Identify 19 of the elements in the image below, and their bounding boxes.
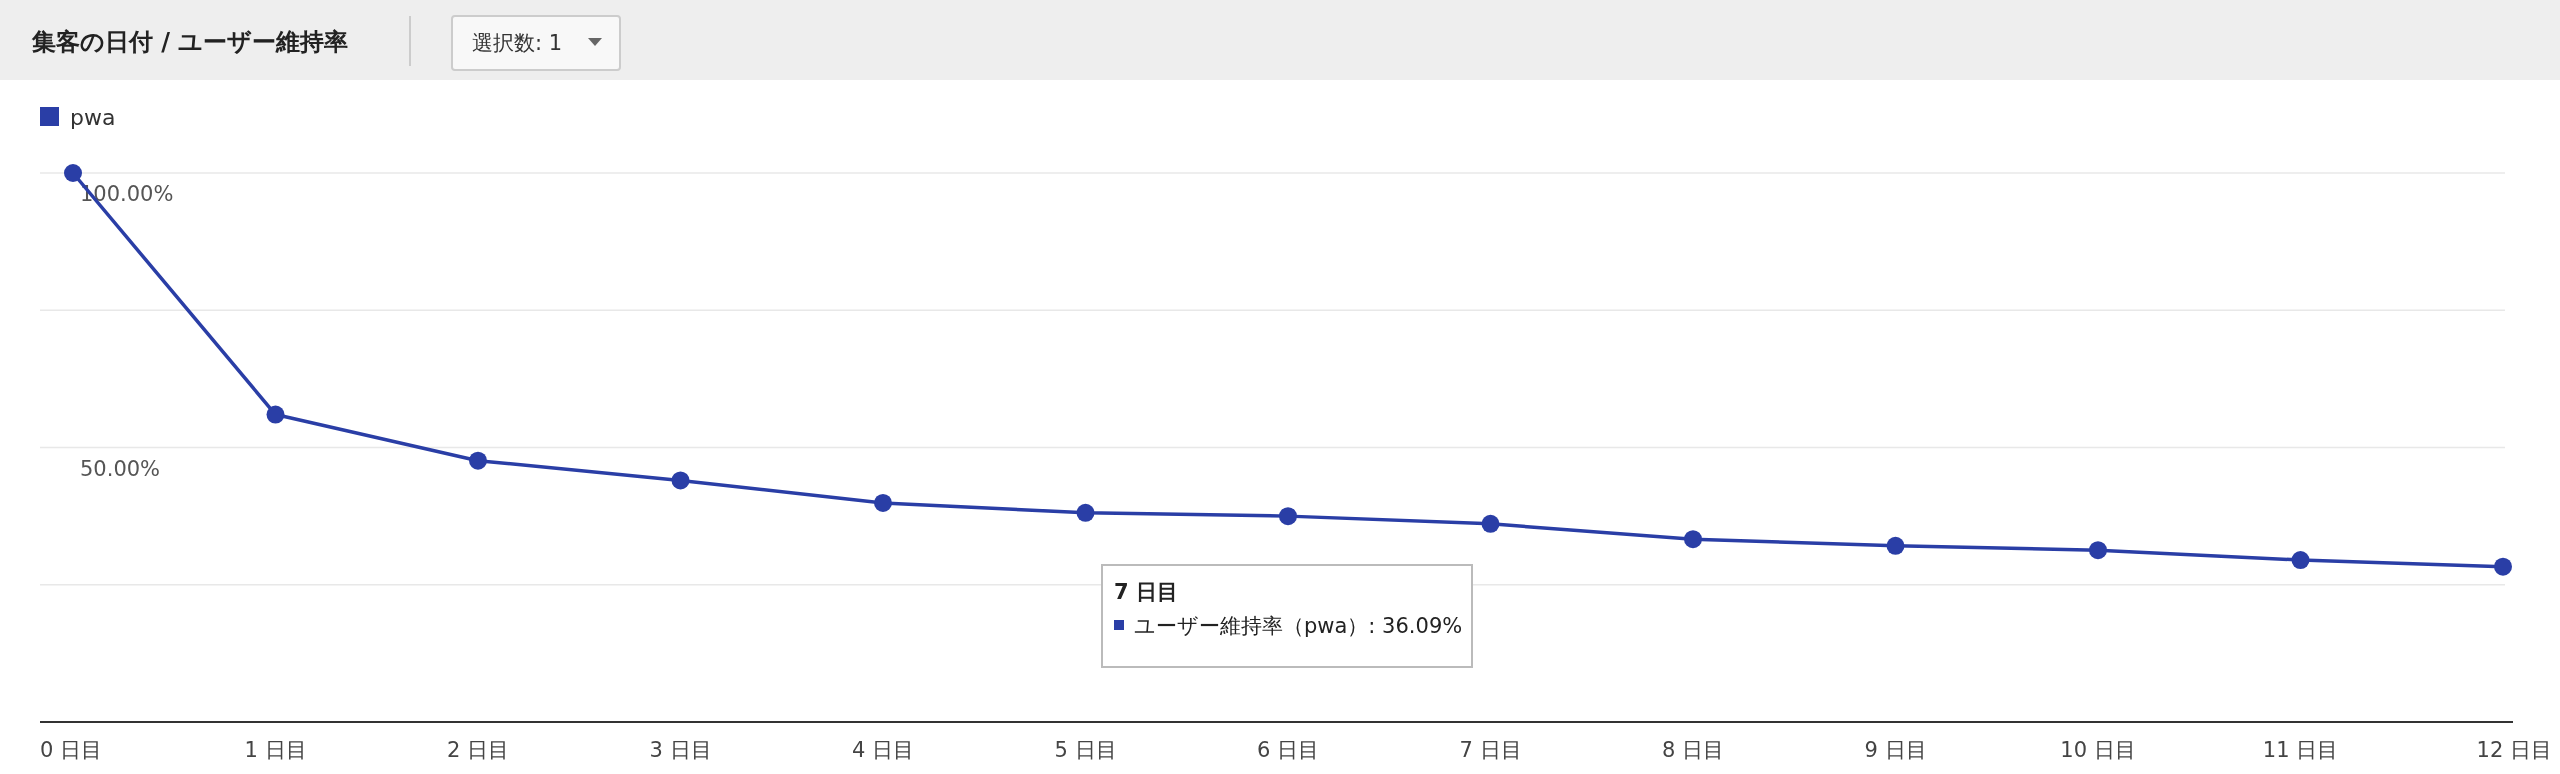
x-tick-label: 3 日目 [649,738,712,762]
x-tick-label: 1 日目 [244,738,307,762]
x-tick-label: 6 日目 [1256,738,1320,762]
x-tick-label: 10 日目 [2060,738,2136,762]
y-tick-label: 50.00% [80,456,161,481]
x-tick-label: 12 日目 [2476,738,2552,762]
x-tick-label: 7 日目 [1459,738,1522,762]
x-tick-label: 0 日目 [40,738,103,762]
text: 選択数: 1 [472,31,563,55]
x-tick-label: 2 日目 [446,738,510,762]
x-tick-label: 9 日目 [1864,738,1927,762]
chart-title: 集客の日付 / ユーザー維持率 [31,28,349,56]
annotation: 7 日目 [1114,580,1178,604]
x-tick-label: 4 日目 [851,738,915,762]
x-tick-label: 11 日目 [2262,738,2339,762]
annotation: ユーザー維持率（pwa）: 36.09% [1134,614,1463,638]
x-tick-label: 5 日目 [1054,738,1117,762]
x-tick-label: 8 日目 [1661,738,1725,762]
legend-label: pwa [70,105,116,130]
